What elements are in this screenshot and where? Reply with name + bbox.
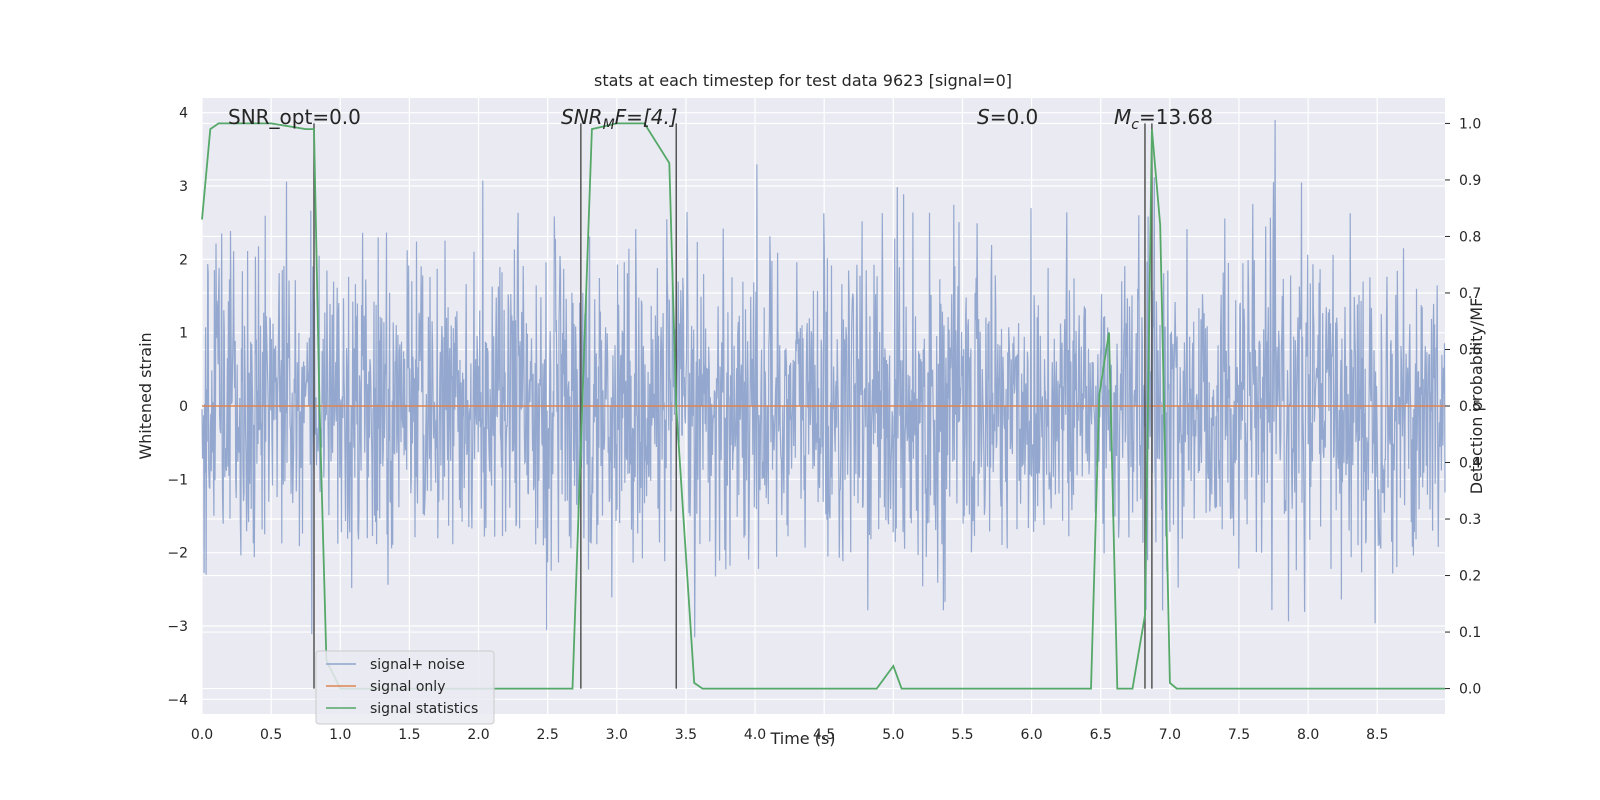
snr-mf-value: F=[4.] xyxy=(615,105,678,129)
mc-subscript: c xyxy=(1131,117,1139,133)
left-y-tick-labels: −4 −3 −2 −1 0 1 2 3 4 xyxy=(167,106,188,709)
x-tick-label: 8.5 xyxy=(1366,727,1388,743)
legend-label-signal-noise: signal+ noise xyxy=(370,657,465,673)
right-y-tick-label: 0.3 xyxy=(1459,512,1481,528)
right-y-tick-label: 0.4 xyxy=(1459,456,1481,472)
left-y-tick-label: 0 xyxy=(179,399,188,415)
legend: signal+ noise signal only signal statist… xyxy=(315,650,495,725)
left-y-tick-label: 2 xyxy=(179,252,188,268)
left-y-tick-label: 1 xyxy=(179,326,188,342)
signal-noise-series xyxy=(201,119,1446,638)
s-value: =0.0 xyxy=(990,105,1039,129)
right-y-tick-label: 1.0 xyxy=(1459,116,1481,132)
left-y-tick-label: 4 xyxy=(179,106,188,122)
chart-title: stats at each timestep for test data 962… xyxy=(594,71,1012,90)
x-tick-label: 5.5 xyxy=(951,727,973,743)
left-y-tick-label: −3 xyxy=(167,619,188,635)
x-tick-label: 7.0 xyxy=(1159,727,1181,743)
legend-label-signal-only: signal only xyxy=(370,679,445,695)
left-y-tick-label: −1 xyxy=(167,472,188,488)
x-tick-label: 1.5 xyxy=(398,727,420,743)
signal-statistics-line xyxy=(201,122,1445,690)
x-tick-label: 1.0 xyxy=(329,727,351,743)
right-y-tick-label: 0.0 xyxy=(1459,682,1481,698)
right-y-tick-label: 0.2 xyxy=(1459,569,1481,585)
right-y-tick-label: 0.7 xyxy=(1459,286,1481,302)
right-y-tick-label: 0.6 xyxy=(1459,342,1481,358)
x-tick-label: 0.5 xyxy=(260,727,282,743)
x-tick-label: 2.5 xyxy=(537,727,559,743)
right-y-tick-label: 0.1 xyxy=(1459,625,1481,641)
snr-mf-symbol: SNR xyxy=(561,105,603,129)
left-y-tick-label: 3 xyxy=(179,179,188,195)
x-tick-label: 7.5 xyxy=(1228,727,1250,743)
right-y-tick-label: 0.5 xyxy=(1459,399,1481,415)
right-y-tick-labels: 0.0 0.1 0.2 0.3 0.4 0.5 0.6 0.7 0.8 0.9 1.0 xyxy=(1445,116,1481,698)
signal-noise-line xyxy=(201,119,1446,638)
x-tick-label: 3.5 xyxy=(675,727,697,743)
x-tick-labels: 0.0 0.5 1.0 1.5 2.0 2.5 3.0 3.5 4.0 4.5 5.0 5.5 6.0 6… xyxy=(191,727,1389,743)
snr-mf-annotation: SNRMF=[4.] xyxy=(561,105,678,133)
x-tick-label: 4.0 xyxy=(744,727,766,743)
mc-annotation: Mc=13.68 xyxy=(1114,105,1213,133)
legend-label-signal-statistics: signal statistics xyxy=(370,701,478,717)
signal-statistics-series xyxy=(201,122,1445,690)
x-axis-label: Time (s) xyxy=(769,729,835,748)
x-tick-label: 6.0 xyxy=(1020,727,1042,743)
x-tick-label: 2.0 xyxy=(467,727,489,743)
x-tick-label: 8.0 xyxy=(1297,727,1319,743)
legend-frame xyxy=(315,650,495,725)
s-symbol: S xyxy=(977,105,990,129)
x-tick-label: 5.0 xyxy=(882,727,904,743)
right-y-tick-label: 0.8 xyxy=(1459,229,1481,245)
snr-opt-annotation: SNR_opt=0.0 xyxy=(228,105,361,129)
mc-symbol: M xyxy=(1114,105,1131,129)
x-tick-label: 3.0 xyxy=(606,727,628,743)
x-tick-label: 0.0 xyxy=(191,727,213,743)
right-y-tick-label: 0.9 xyxy=(1459,173,1481,189)
left-y-tick-label: −2 xyxy=(167,546,188,562)
plot-area xyxy=(201,98,1446,714)
s-annotation: S=0.0 xyxy=(977,105,1038,129)
x-tick-label: 4.5 xyxy=(813,727,835,743)
snr-mf-subscript: M xyxy=(603,117,615,133)
mc-value: =13.68 xyxy=(1139,105,1213,129)
left-y-tick-label: −4 xyxy=(167,692,188,708)
left-y-axis-label: Whitened strain xyxy=(136,332,155,459)
x-tick-label: 6.5 xyxy=(1090,727,1112,743)
right-y-axis-label: Detection probability/MF xyxy=(1467,298,1486,495)
